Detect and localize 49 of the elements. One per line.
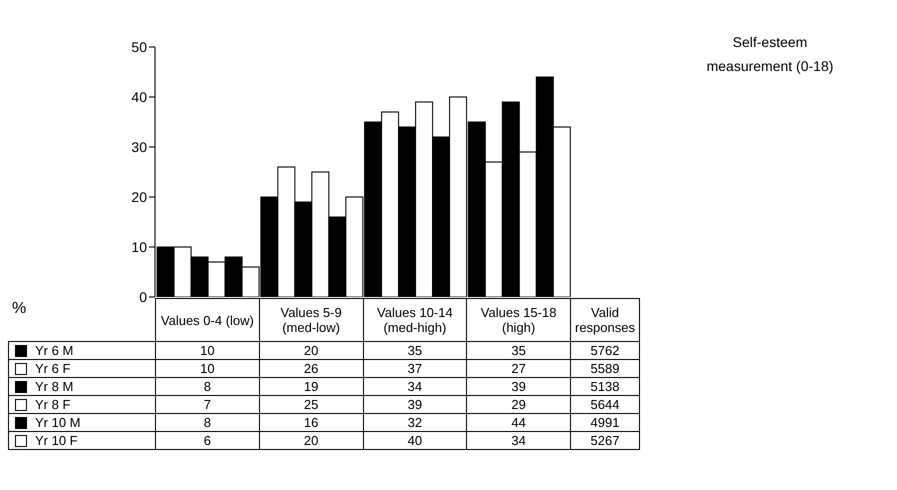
- legend-label: Yr 8 M: [8, 377, 156, 396]
- data-label: 27: [466, 359, 571, 378]
- data-label: 20: [258, 341, 364, 360]
- data-label: 16: [258, 413, 364, 432]
- text: Valid responses: [570, 298, 640, 342]
- data-label: 39: [466, 377, 571, 396]
- data-label: 34: [466, 431, 571, 450]
- x-tick-label: Values 5-9 (med-low): [258, 298, 364, 342]
- y-tick-label: 30: [131, 138, 148, 155]
- data-label: 20: [258, 431, 364, 450]
- legend-label: Yr 6 F: [8, 359, 156, 378]
- x-tick-label: Values 10-14 (med-high): [362, 298, 468, 342]
- legend-label: Yr 10 M: [8, 413, 156, 432]
- text: 5138: [570, 377, 640, 396]
- text: 5589: [570, 359, 640, 378]
- y-tick-label: 10: [131, 238, 148, 255]
- legend-label: Yr 8 F: [8, 395, 156, 414]
- y-tick-label: 50: [131, 38, 148, 55]
- x-tick-label: Values 0-4 (low): [155, 298, 260, 342]
- data-label: 40: [362, 431, 468, 450]
- data-label: 19: [258, 377, 364, 396]
- y-tick-label: 40: [131, 88, 148, 105]
- data-label: 7: [155, 395, 260, 414]
- data-label: 8: [155, 413, 260, 432]
- data-label: 10: [155, 359, 260, 378]
- data-label: 35: [362, 341, 468, 360]
- legend-label: Yr 6 M: [8, 341, 156, 360]
- data-label: 34: [362, 377, 468, 396]
- data-label: 8: [155, 377, 260, 396]
- data-label: 35: [466, 341, 571, 360]
- text: 5644: [570, 395, 640, 414]
- data-label: 26: [258, 359, 364, 378]
- text: Self-esteem measurement (0-18): [706, 33, 834, 76]
- data-label: 32: [362, 413, 468, 432]
- text: 5267: [570, 431, 640, 450]
- x-tick-label: Values 15-18 (high): [466, 298, 571, 342]
- text: 4991: [570, 413, 640, 432]
- data-label: 37: [362, 359, 468, 378]
- data-label: 6: [155, 431, 260, 450]
- y-tick-label: 0: [139, 288, 148, 305]
- text: 5762: [570, 341, 640, 360]
- data-label: 44: [466, 413, 571, 432]
- data-label: 25: [258, 395, 364, 414]
- text: %: [12, 300, 26, 318]
- legend-label: Yr 10 F: [8, 431, 156, 450]
- y-tick-label: 20: [131, 188, 148, 205]
- data-label: 29: [466, 395, 571, 414]
- data-label: 10: [155, 341, 260, 360]
- data-label: 39: [362, 395, 468, 414]
